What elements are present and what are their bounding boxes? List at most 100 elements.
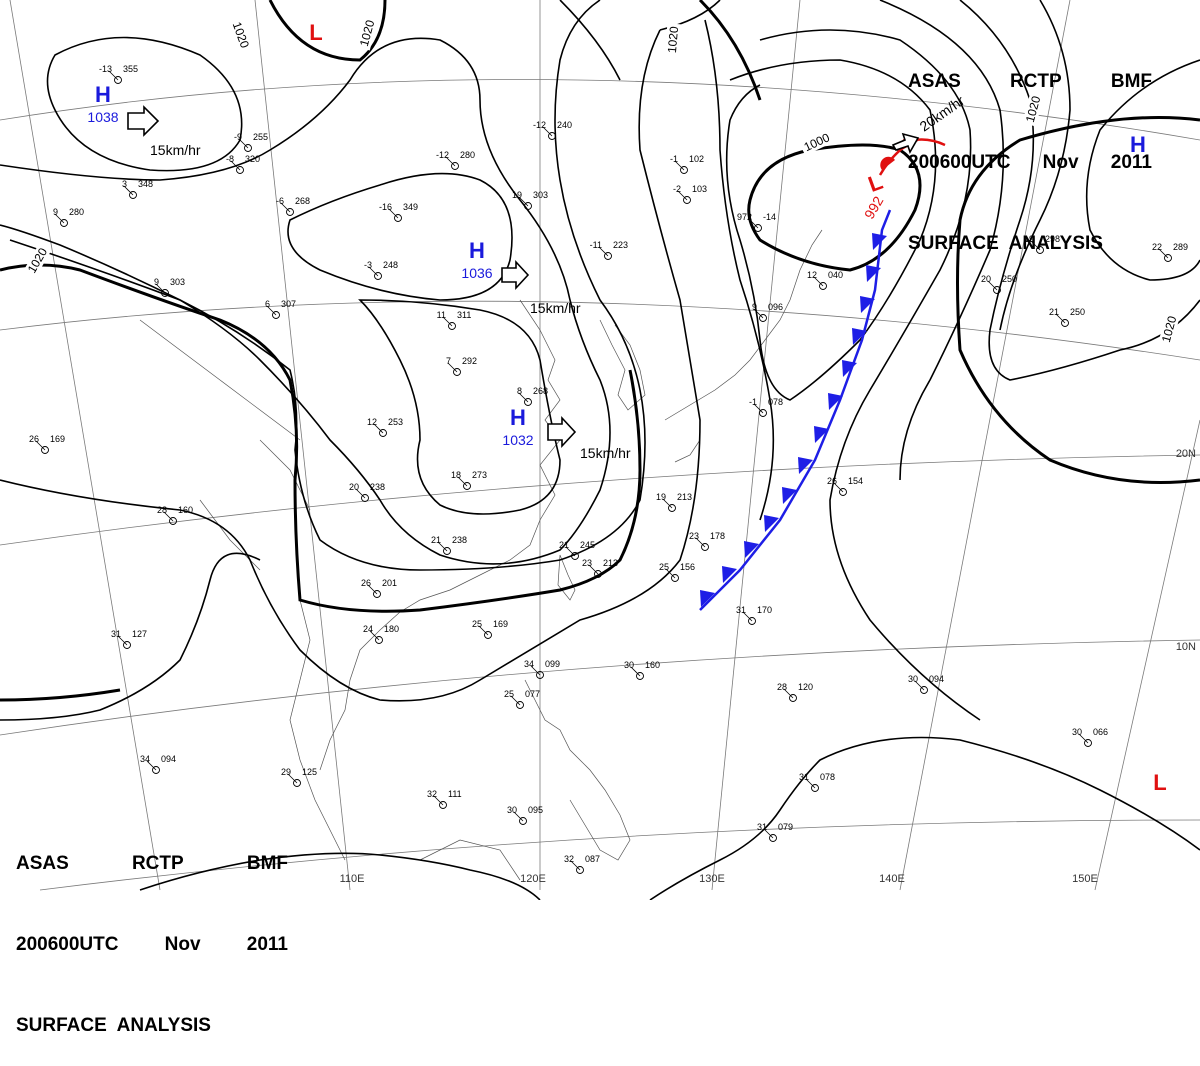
station-pressure: 103 [692,184,707,194]
station-temperature: 21 [431,535,441,545]
title-station: RCTP [132,850,184,877]
station-temperature: 31 [757,822,767,832]
motion-speed-label: 15km/hr [530,300,581,316]
station-temperature: 29 [281,767,291,777]
station-temperature: 31 [111,629,121,639]
station-temperature: 9 [53,207,58,217]
station-pressure: 169 [493,619,508,629]
title-station: RCTP [1010,68,1062,95]
station-pressure: 248 [383,260,398,270]
longitude-label: 120E [520,873,546,885]
station-temperature: -8 [226,154,234,164]
station-temperature: 28 [777,682,787,692]
title-line-3: SURFACE ANALYSIS [16,1012,288,1039]
title-block-top-right: ASAS RCTP BMF 200600UTC Nov 2011 SURFACE… [908,14,1152,284]
station-pressure: 268 [533,386,548,396]
station-pressure: 213 [603,558,618,568]
station-pressure: 178 [710,531,725,541]
station-pressure: 099 [545,659,560,669]
station-temperature: 26 [29,434,39,444]
station-temperature: -13 [99,64,112,74]
station-pressure: 154 [848,476,863,486]
station-temperature: 21 [1049,307,1059,317]
station-temperature: -1 [749,397,757,407]
title-datetime: 200600UTC [16,931,118,958]
title-agency: ASAS [16,850,69,877]
station-temperature: 30 [1072,727,1082,737]
station-temperature: 32 [427,789,437,799]
station-pressure: 102 [689,154,704,164]
title-line-2: 200600UTC Nov 2011 [16,931,288,958]
title-line-1: ASAS RCTP BMF [16,850,288,877]
station-pressure: 348 [138,179,153,189]
station-pressure: 120 [798,682,813,692]
station-pressure: 213 [677,492,692,502]
station-temperature: 24 [363,624,373,634]
station-temperature: 31 [736,605,746,615]
station-pressure: 303 [533,190,548,200]
station-pressure: 095 [528,805,543,815]
station-pressure: 040 [828,270,843,280]
station-pressure: 292 [462,356,477,366]
station-pressure: 311 [457,310,471,320]
station-pressure: 111 [448,789,462,799]
station-temperature: 26 [827,476,837,486]
title-line-3: SURFACE ANALYSIS [908,230,1152,257]
station-temperature: -12 [436,150,449,160]
station-temperature: 19 [656,492,666,502]
station-temperature: 26 [361,578,371,588]
station-temperature: 31 [799,772,809,782]
longitude-label: 150E [1072,873,1098,885]
station-temperature: 3 [122,179,127,189]
station-pressure: 303 [170,277,185,287]
high-marker: H [469,238,485,263]
station-pressure: 349 [403,202,418,212]
station-temperature: 7 [446,356,451,366]
station-pressure: 127 [132,629,147,639]
high-marker: H [95,82,111,107]
station-pressure: 180 [384,624,399,634]
station-temperature: 30 [908,674,918,684]
station-temperature: 25 [659,562,669,572]
station-pressure: 160 [178,505,193,515]
station-temperature: 28 [157,505,167,515]
station-temperature: -11 [590,240,602,250]
station-temperature: 20 [349,482,359,492]
isobar-value: 1020 [665,26,681,54]
low-pressure-center: L [1153,770,1166,795]
station-temperature: 25 [504,689,514,699]
station-temperature: -6 [276,196,284,206]
station-pressure: 238 [452,535,467,545]
station-pressure: 223 [613,240,628,250]
station-pressure: 094 [161,754,176,764]
station-temperature: -9 [234,132,242,142]
station-temperature: 30 [507,805,517,815]
station-temperature: -16 [379,202,392,212]
station-temperature: 32 [564,854,574,864]
center-pressure-value: 1036 [461,265,492,281]
title-code: BMF [247,850,288,877]
station-pressure: 250 [1070,307,1085,317]
station-temperature: 23 [689,531,699,541]
latitude-label: 20N [1176,448,1196,460]
motion-speed-label: 15km/hr [580,445,631,461]
high-marker: H [510,405,526,430]
station-pressure: 160 [645,660,660,670]
title-line-1: ASAS RCTP BMF [908,68,1152,95]
station-pressure: 094 [929,674,944,684]
station-pressure: 253 [388,417,403,427]
station-temperature: 34 [524,659,534,669]
longitude-label: 140E [879,873,905,885]
station-temperature: 21 [559,540,569,550]
station-pressure: 096 [768,302,783,312]
station-pressure: 238 [370,482,385,492]
low-marker: L [1153,770,1166,795]
station-temperature: 12 [807,270,817,280]
station-pressure: 289 [1173,242,1188,252]
station-pressure: 087 [585,854,600,864]
station-temperature: 19 [512,190,522,200]
station-temperature: -3 [364,260,372,270]
station-temperature: 9 [154,277,159,287]
station-pressure: 245 [580,540,595,550]
station-temperature: 8 [517,386,522,396]
